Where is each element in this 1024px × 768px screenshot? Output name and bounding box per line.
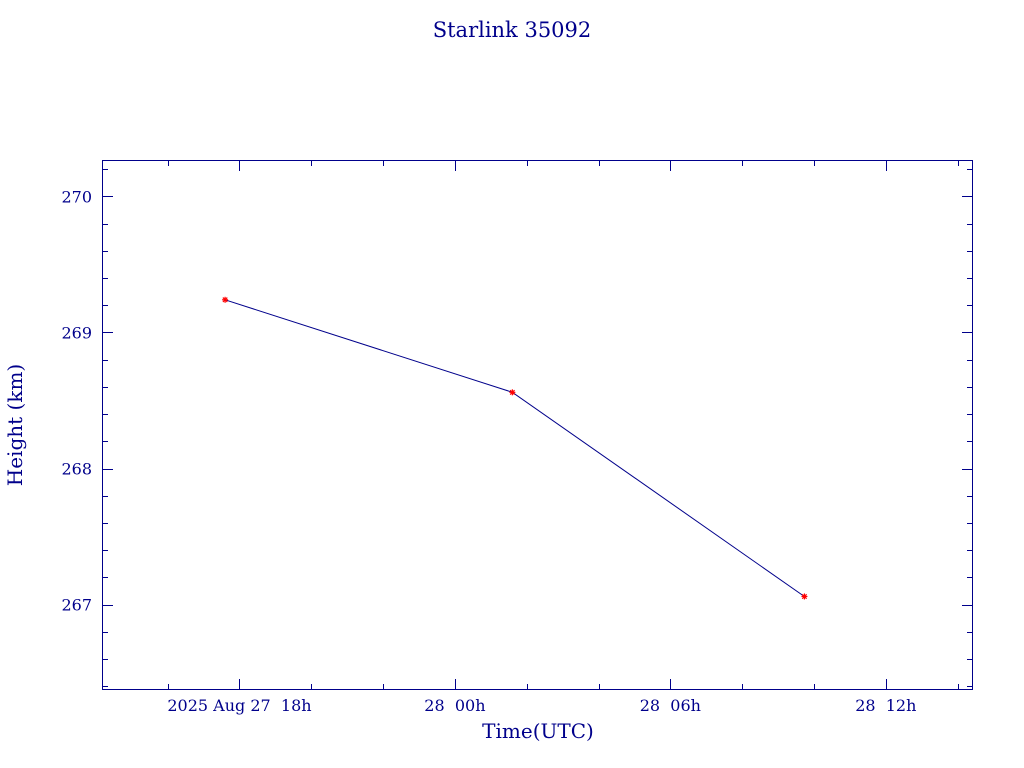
y-tick-label: 268 <box>61 460 92 479</box>
plot-frame <box>102 160 973 690</box>
chart-title: Starlink 35092 <box>433 18 592 42</box>
axis-tick-labels: 267 268 269 270 2025 Aug 27 18h 28 00h 28 06h 2… <box>61 187 916 715</box>
y-tick-label: 269 <box>61 323 92 342</box>
marker-stroke-d2 <box>222 297 228 303</box>
x-tick-label: 28 12h <box>855 696 916 715</box>
y-tick-label: 270 <box>61 187 92 206</box>
data-point-marker <box>801 593 808 600</box>
data-point-marker <box>509 389 516 396</box>
x-tick-label: 28 00h <box>424 696 485 715</box>
x-tick-label: 28 06h <box>640 696 701 715</box>
marker-stroke-d2 <box>509 389 515 395</box>
series-layer <box>222 296 808 600</box>
y-tick-label: 267 <box>61 596 92 615</box>
x-axis-label: Time(UTC) <box>482 719 594 743</box>
data-point-marker <box>222 296 229 303</box>
x-tick-label: 2025 Aug 27 18h <box>167 696 311 715</box>
series-line <box>224 299 805 597</box>
axis-ticks <box>103 161 972 689</box>
marker-stroke-d2 <box>801 593 808 600</box>
y-axis-label: Height (km) <box>3 364 27 486</box>
